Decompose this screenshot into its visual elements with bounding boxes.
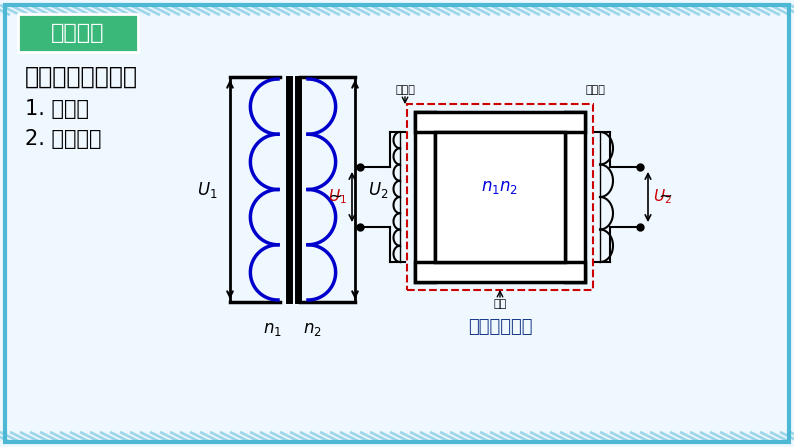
- Text: 原线圈: 原线圈: [395, 85, 415, 95]
- Text: 一、变压器的构造: 一、变压器的构造: [25, 65, 138, 89]
- Bar: [407, 104, 593, 290]
- Bar: [415, 262, 585, 282]
- Text: $n_1 n_2$: $n_1 n_2$: [481, 178, 518, 196]
- Text: $U_1$: $U_1$: [328, 188, 347, 207]
- Text: 复习回顾: 复习回顾: [52, 23, 105, 43]
- Bar: [565, 112, 585, 282]
- Text: 变压器示意图: 变压器示意图: [468, 318, 532, 336]
- Text: ~: ~: [658, 188, 672, 206]
- Text: 2. 电路符号: 2. 电路符号: [25, 129, 102, 149]
- Bar: [18, 14, 138, 52]
- Text: $U_2$: $U_2$: [653, 188, 672, 207]
- Bar: [435, 132, 565, 262]
- Text: $U_2$: $U_2$: [368, 180, 388, 199]
- Text: $U_1$: $U_1$: [198, 180, 218, 199]
- Bar: [18, 14, 138, 52]
- Text: 副线圈: 副线圈: [585, 85, 605, 95]
- Bar: [415, 112, 435, 282]
- Text: 1. 示意图: 1. 示意图: [25, 99, 89, 119]
- Bar: [415, 112, 585, 132]
- Text: ~: ~: [328, 188, 342, 206]
- Text: $n_1$: $n_1$: [263, 320, 281, 338]
- Text: $n_2$: $n_2$: [303, 320, 322, 338]
- Text: 铁芯: 铁芯: [493, 299, 507, 309]
